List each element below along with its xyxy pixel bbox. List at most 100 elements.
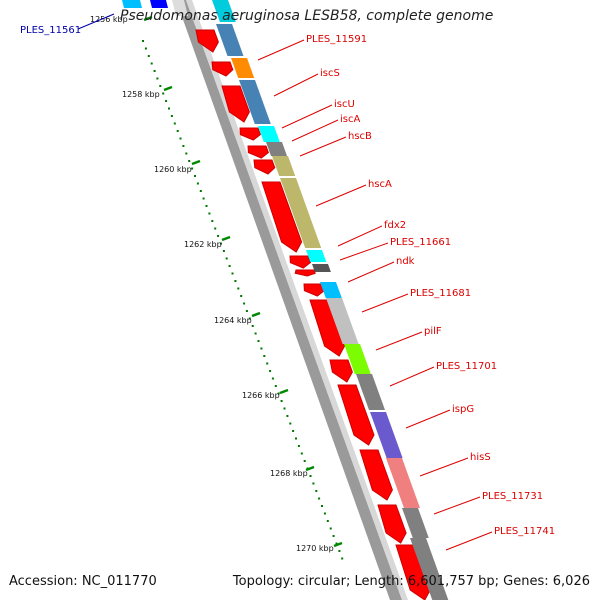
gene-arrow xyxy=(359,449,393,501)
gene-arrow xyxy=(122,0,142,8)
cog-box xyxy=(386,458,420,508)
tick-dot xyxy=(243,302,246,305)
gene-arrow xyxy=(303,283,325,297)
gene-arrow xyxy=(337,384,375,446)
gene-label: PLES_11681 xyxy=(410,288,471,299)
kbp-labels: 1256 kbp 1258 kbp 1260 kbp 1262 kbp 1264 kbp… xyxy=(90,15,334,553)
gene-label-leader xyxy=(361,293,409,313)
cog-box xyxy=(216,24,244,56)
backbone-dark xyxy=(176,0,402,600)
gene-arrow xyxy=(247,145,269,159)
tick-dot xyxy=(234,280,237,282)
tick-dot xyxy=(217,235,220,237)
gene-label-leader xyxy=(433,496,481,515)
gene-label: iscS xyxy=(320,68,340,79)
gene-label-leader xyxy=(339,242,389,261)
tick-dot xyxy=(214,227,217,230)
gene-label-leader xyxy=(77,13,115,30)
tick-dot xyxy=(165,100,168,102)
tick-dot xyxy=(248,317,251,320)
gene-label: iscA xyxy=(340,114,360,125)
tick-dot xyxy=(300,452,303,455)
cog-box xyxy=(370,412,403,458)
gene-arrow xyxy=(150,0,168,8)
gene-label-leader xyxy=(315,184,367,207)
gene-arrow xyxy=(172,0,188,16)
tick-dot xyxy=(254,332,257,335)
accession-text: Accession: NC_011770 xyxy=(9,574,157,589)
gene-label-leader xyxy=(273,73,319,97)
tick-dot xyxy=(211,220,214,222)
kbp-label: 1258 kbp xyxy=(122,90,160,99)
kbp-label: 1268 kbp xyxy=(270,469,308,478)
tick-dot xyxy=(338,550,341,552)
gene-labels: PLES_11561 PLES_11591 iscS iscU iscA hscB hscA… xyxy=(20,13,555,551)
tick-dot xyxy=(231,272,234,275)
tick-dot xyxy=(162,92,165,95)
tick-dot xyxy=(295,437,297,440)
cog-box xyxy=(320,282,342,298)
tick-dot xyxy=(156,77,159,80)
cog-box xyxy=(212,0,236,22)
gene-arrow xyxy=(329,359,353,383)
cog-category-boxes xyxy=(212,0,449,600)
tick-dot xyxy=(277,392,280,395)
tick-dot xyxy=(194,175,196,177)
gene-label-leader xyxy=(419,457,469,477)
tick-dot xyxy=(309,475,312,477)
kbp-major-ticks xyxy=(143,15,343,548)
gene-arrow xyxy=(261,181,303,253)
gene-arrow xyxy=(253,159,276,175)
gene-label-leader xyxy=(445,531,493,551)
kbp-label: 1270 kbp xyxy=(296,544,334,553)
tick-dot xyxy=(153,70,156,72)
gene-label: hscB xyxy=(348,131,372,142)
tick-dot xyxy=(182,145,185,147)
gene-label-leader xyxy=(257,39,305,61)
tick-dot xyxy=(240,295,243,297)
gene-label-leader xyxy=(405,409,451,429)
tick-dot xyxy=(150,62,153,65)
tick-dot xyxy=(228,265,231,267)
cog-box xyxy=(280,178,322,248)
cog-box xyxy=(239,80,271,124)
gene-label: iscU xyxy=(334,99,355,110)
tick-dot xyxy=(286,415,289,417)
gene-arrow xyxy=(239,127,261,141)
tick-dot xyxy=(237,287,240,290)
kbp-major-tick xyxy=(333,541,343,548)
gene-label-leader xyxy=(347,261,395,283)
tick-dot xyxy=(188,160,191,162)
tick-dot xyxy=(271,377,274,380)
tick-dot xyxy=(245,310,248,312)
sequence-backbone xyxy=(176,0,408,600)
tick-dot xyxy=(312,482,315,485)
tick-dot xyxy=(260,347,263,350)
tick-dot xyxy=(329,527,332,530)
tick-dot xyxy=(289,422,292,425)
gene-arrow xyxy=(309,299,346,357)
gene-arrow xyxy=(395,544,431,600)
tick-dot xyxy=(274,385,277,387)
tick-dot xyxy=(335,542,338,545)
tick-dot xyxy=(202,197,205,200)
tick-dot xyxy=(251,325,254,327)
tick-dot xyxy=(283,407,286,410)
kbp-label: 1264 kbp xyxy=(214,316,252,325)
tick-dot xyxy=(205,205,208,207)
cog-box xyxy=(356,374,385,410)
gene-label: PLES_11731 xyxy=(482,491,543,502)
tick-dot xyxy=(222,250,225,252)
tick-dot xyxy=(176,130,179,132)
gene-label: hisS xyxy=(470,452,491,463)
gene-arrow xyxy=(211,61,234,77)
tick-dot xyxy=(220,242,222,245)
tick-dot xyxy=(315,490,318,492)
map-title: Pseudomonas aeruginosa LESB58, complete … xyxy=(120,8,494,24)
cog-box xyxy=(231,58,255,78)
gene-label: PLES_11561 xyxy=(20,25,81,36)
tick-dot xyxy=(144,47,147,50)
kbp-label: 1260 kbp xyxy=(154,165,192,174)
cog-box xyxy=(272,156,296,176)
